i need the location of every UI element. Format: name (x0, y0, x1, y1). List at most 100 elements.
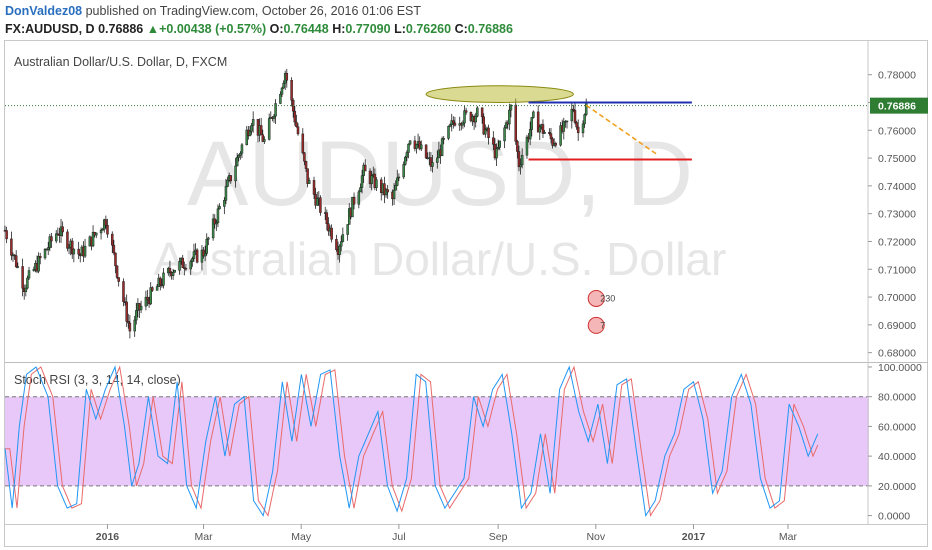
candle-body (235, 157, 239, 167)
candle-body (46, 247, 50, 250)
time-tick-label: 2017 (682, 531, 706, 543)
time-tick-label: May (291, 531, 312, 543)
candle-body (315, 198, 319, 206)
watermark-name: Australian Dollar/U.S. Dollar (154, 233, 727, 285)
candle-body (301, 133, 305, 154)
candle-body (155, 286, 159, 291)
candle-body (325, 212, 329, 225)
candle-body (405, 152, 409, 158)
candle-body (162, 272, 165, 286)
candle-body (436, 157, 439, 163)
candle-body (127, 321, 130, 324)
candle-body (392, 189, 396, 200)
candle-body (520, 154, 524, 166)
candle-body (530, 117, 534, 130)
candle-body (338, 245, 341, 255)
candle-body (149, 287, 152, 305)
candle-body (351, 196, 354, 218)
event-flag-icon[interactable] (587, 316, 605, 334)
projection-arrow[interactable] (585, 104, 659, 156)
candle-body (352, 196, 356, 205)
candle-body (484, 129, 487, 135)
candle-body (61, 226, 64, 233)
candle-body (207, 237, 210, 240)
candle-body (189, 261, 192, 270)
candle-body (290, 80, 293, 101)
candle-body (95, 232, 98, 236)
candle-body (216, 208, 220, 224)
candle-body (32, 269, 36, 271)
rsi-tick-label: 100.0000 (878, 362, 922, 374)
candle-body (240, 144, 244, 154)
candle-body (106, 224, 109, 235)
rsi-d-line (5, 365, 819, 518)
candle-body (492, 137, 495, 145)
candle-body (448, 124, 452, 127)
candle-body (375, 179, 378, 188)
candle-body (570, 108, 574, 122)
candle-body (285, 72, 289, 81)
price-pane[interactable]: AUDUSD, D Australian Dollar/U.S. Dollar Au… (3, 55, 868, 339)
candle-body (359, 187, 362, 193)
candle-body (245, 129, 249, 146)
highlight-ellipse[interactable] (425, 85, 574, 103)
chart-frame[interactable] (4, 40, 928, 547)
candle-body (543, 132, 546, 134)
price-change: +0.00438 (+0.57%) (159, 22, 267, 36)
candle-body (303, 152, 306, 162)
candle-body (495, 148, 498, 159)
candle-body (572, 108, 575, 111)
candle-body (295, 121, 298, 127)
candle-body (229, 175, 233, 182)
close-value: 0.76886 (467, 22, 513, 36)
candle-body (234, 165, 237, 182)
candle-body (364, 164, 367, 172)
open-value: 0.76448 (283, 22, 329, 36)
candle-body (178, 261, 181, 271)
candle-body (205, 239, 208, 254)
axes: 0.780000.770000.760000.750000.740000.730… (5, 41, 928, 543)
last-price: 0.76886 (98, 22, 144, 36)
candles (3, 68, 588, 339)
event-count-label: 7 (600, 320, 605, 330)
time-tick-label: Sep (489, 531, 508, 543)
candle-body (509, 104, 513, 111)
candle-body (173, 269, 176, 273)
candle-body (279, 93, 282, 104)
author-link[interactable]: DonValdez08 (5, 4, 83, 18)
candle-body (151, 287, 154, 291)
candle-body (72, 248, 76, 255)
candle-body (192, 251, 196, 259)
candle-body (77, 248, 80, 255)
candle-body (503, 127, 506, 142)
candle-body (99, 229, 103, 234)
candle-body (461, 122, 465, 126)
candle-body (48, 236, 52, 248)
candle-body (562, 121, 566, 132)
candle-body (476, 107, 479, 117)
last-price-tag (870, 97, 928, 114)
candle-body (139, 305, 143, 311)
candle-body (263, 139, 266, 142)
candle-body (327, 223, 330, 232)
stoch-rsi-pane[interactable]: Stoch RSI (3, 3, 14, 14, close) (4, 365, 869, 518)
candle-body (27, 270, 31, 279)
candle-body (360, 175, 364, 188)
rsi-tick-label: 40.0000 (878, 451, 916, 463)
candle-body (581, 123, 585, 134)
candle-body (112, 244, 116, 254)
candle-body (296, 126, 300, 135)
time-tick-label: Nov (586, 531, 605, 543)
candle-body (304, 161, 308, 169)
candle-body (202, 249, 205, 257)
candle-body (383, 183, 386, 196)
candle-body (10, 238, 13, 256)
candle-body (181, 257, 184, 268)
event-flag-icon[interactable] (587, 289, 605, 307)
close-label: C: (454, 22, 468, 36)
candle-body (122, 281, 125, 302)
candle-body (50, 236, 53, 242)
candle-body (508, 109, 511, 125)
candle-body (408, 140, 412, 145)
